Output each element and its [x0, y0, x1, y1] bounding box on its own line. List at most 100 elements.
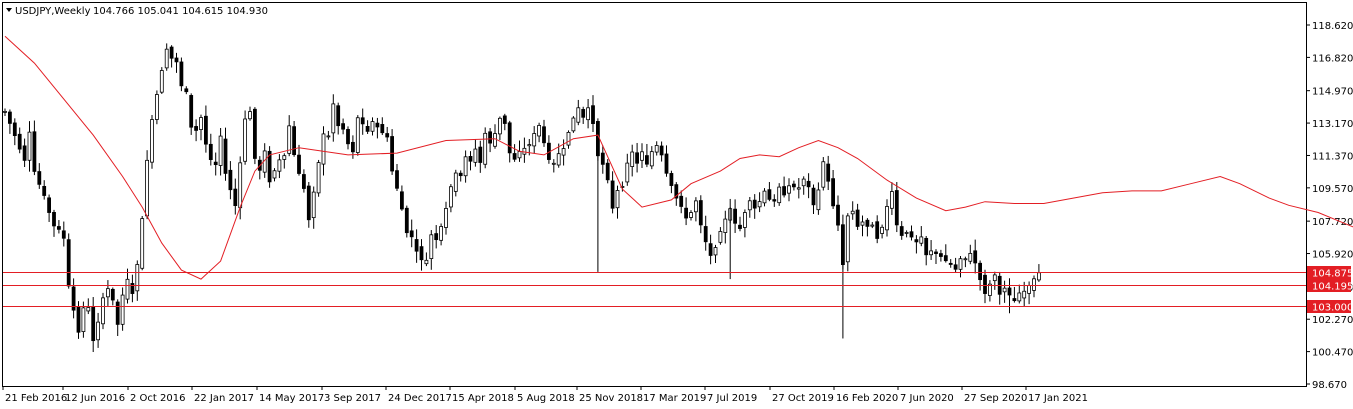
x-tick-label: 12 Jun 2016: [65, 393, 125, 404]
price-line-group[interactable]: 104.875 104.195 103.000: [3, 266, 1353, 314]
candle-up: [448, 186, 453, 208]
candle-down: [591, 105, 595, 124]
candle-up: [135, 264, 140, 292]
candle-up: [439, 226, 444, 241]
candle-up: [140, 218, 145, 269]
candle-down: [939, 253, 943, 257]
candle-up: [615, 190, 620, 209]
candle-down: [189, 95, 194, 128]
x-tick-label: 16 Feb 2020: [836, 393, 898, 404]
candle-down: [419, 246, 424, 261]
candle-up: [424, 259, 429, 265]
candle-up: [625, 162, 630, 183]
candle-down: [414, 239, 419, 252]
candle-up: [963, 258, 968, 261]
candle-down: [213, 161, 218, 166]
candle-down: [502, 115, 507, 124]
candle-down: [375, 122, 380, 128]
y-tick-label: 118.620: [1312, 21, 1353, 32]
candle-down: [12, 122, 17, 137]
candle-down: [380, 124, 385, 134]
candle-up: [493, 133, 497, 147]
price-line-label: 104.195: [1312, 282, 1353, 293]
candle-up: [880, 226, 884, 234]
y-tick-label: 114.970: [1312, 87, 1353, 98]
candle-up: [762, 190, 767, 204]
candle-up: [532, 133, 537, 147]
candle-down: [679, 195, 684, 207]
candle-down: [983, 274, 987, 294]
candle-up: [287, 125, 292, 154]
candle-down: [943, 255, 948, 262]
candle-down: [698, 200, 703, 226]
candle-down: [297, 154, 301, 174]
candle-up: [316, 162, 321, 194]
candle-up: [689, 212, 693, 218]
ohlc-readout: 104.766 105.041 104.615 104.930: [93, 6, 268, 17]
candle-up: [159, 70, 164, 93]
x-tick-label: 25 Nov 2018: [579, 393, 643, 404]
candle-up: [1022, 290, 1027, 299]
candle-down: [899, 226, 904, 236]
candle-up: [370, 121, 375, 132]
candle-down: [934, 251, 938, 254]
candle-down: [600, 152, 605, 165]
candle-up: [1017, 292, 1022, 302]
candle-up: [870, 224, 875, 227]
candle-down: [228, 169, 233, 191]
candle-down: [909, 231, 914, 238]
price-line-label: 104.875: [1312, 269, 1353, 280]
x-tick-label: 27 Oct 2019: [772, 393, 834, 404]
candle-down: [404, 207, 409, 234]
x-tick-label: 5 Aug 2018: [517, 393, 575, 404]
candle-up: [566, 131, 571, 146]
collapse-triangle-icon[interactable]: [6, 8, 12, 12]
candle-down: [32, 131, 37, 172]
candle-down: [292, 126, 297, 156]
price-line-tag: [1307, 279, 1351, 292]
candle-up: [154, 94, 159, 120]
candle-down: [488, 131, 493, 144]
candle-up: [850, 210, 855, 215]
candle-down: [341, 123, 346, 130]
candle-up: [517, 151, 522, 159]
candle-down: [635, 152, 639, 164]
price-line-tag: [1307, 300, 1351, 313]
candle-down: [346, 129, 350, 145]
candle-down: [875, 221, 880, 239]
x-tick-label: 22 Jan 2017: [194, 393, 254, 404]
candle-up: [86, 307, 91, 312]
candle-down: [42, 185, 47, 196]
candle-up: [321, 133, 326, 165]
candle-up: [988, 283, 992, 296]
y-tick-label: 98.670: [1312, 380, 1347, 391]
y-tick-label: 100.470: [1312, 348, 1353, 359]
candle-up: [1002, 287, 1007, 293]
candle-down: [1012, 298, 1017, 302]
y-tick-label: 111.370: [1312, 151, 1353, 162]
candle-down: [194, 126, 199, 131]
candle-down: [71, 286, 76, 311]
x-tick-label: 2 Oct 2016: [130, 393, 185, 404]
candle-up: [326, 135, 331, 138]
price-line-tag: [1307, 266, 1351, 279]
candle-down: [865, 219, 870, 227]
candle-up: [473, 148, 478, 163]
candle-down: [792, 183, 796, 188]
candle-down: [350, 141, 355, 153]
candle-down: [57, 226, 61, 230]
candle-up: [483, 132, 488, 165]
candle-up: [164, 48, 169, 69]
candle-up: [816, 189, 821, 211]
candle-up: [747, 200, 752, 211]
moving-average-series: [4, 35, 1353, 280]
candle-down: [22, 145, 27, 161]
candle-up: [106, 288, 110, 298]
candle-down: [836, 204, 840, 226]
candle-up: [277, 159, 282, 172]
candle-down: [223, 138, 228, 174]
candle-up: [218, 135, 223, 166]
candle-down: [52, 212, 56, 227]
